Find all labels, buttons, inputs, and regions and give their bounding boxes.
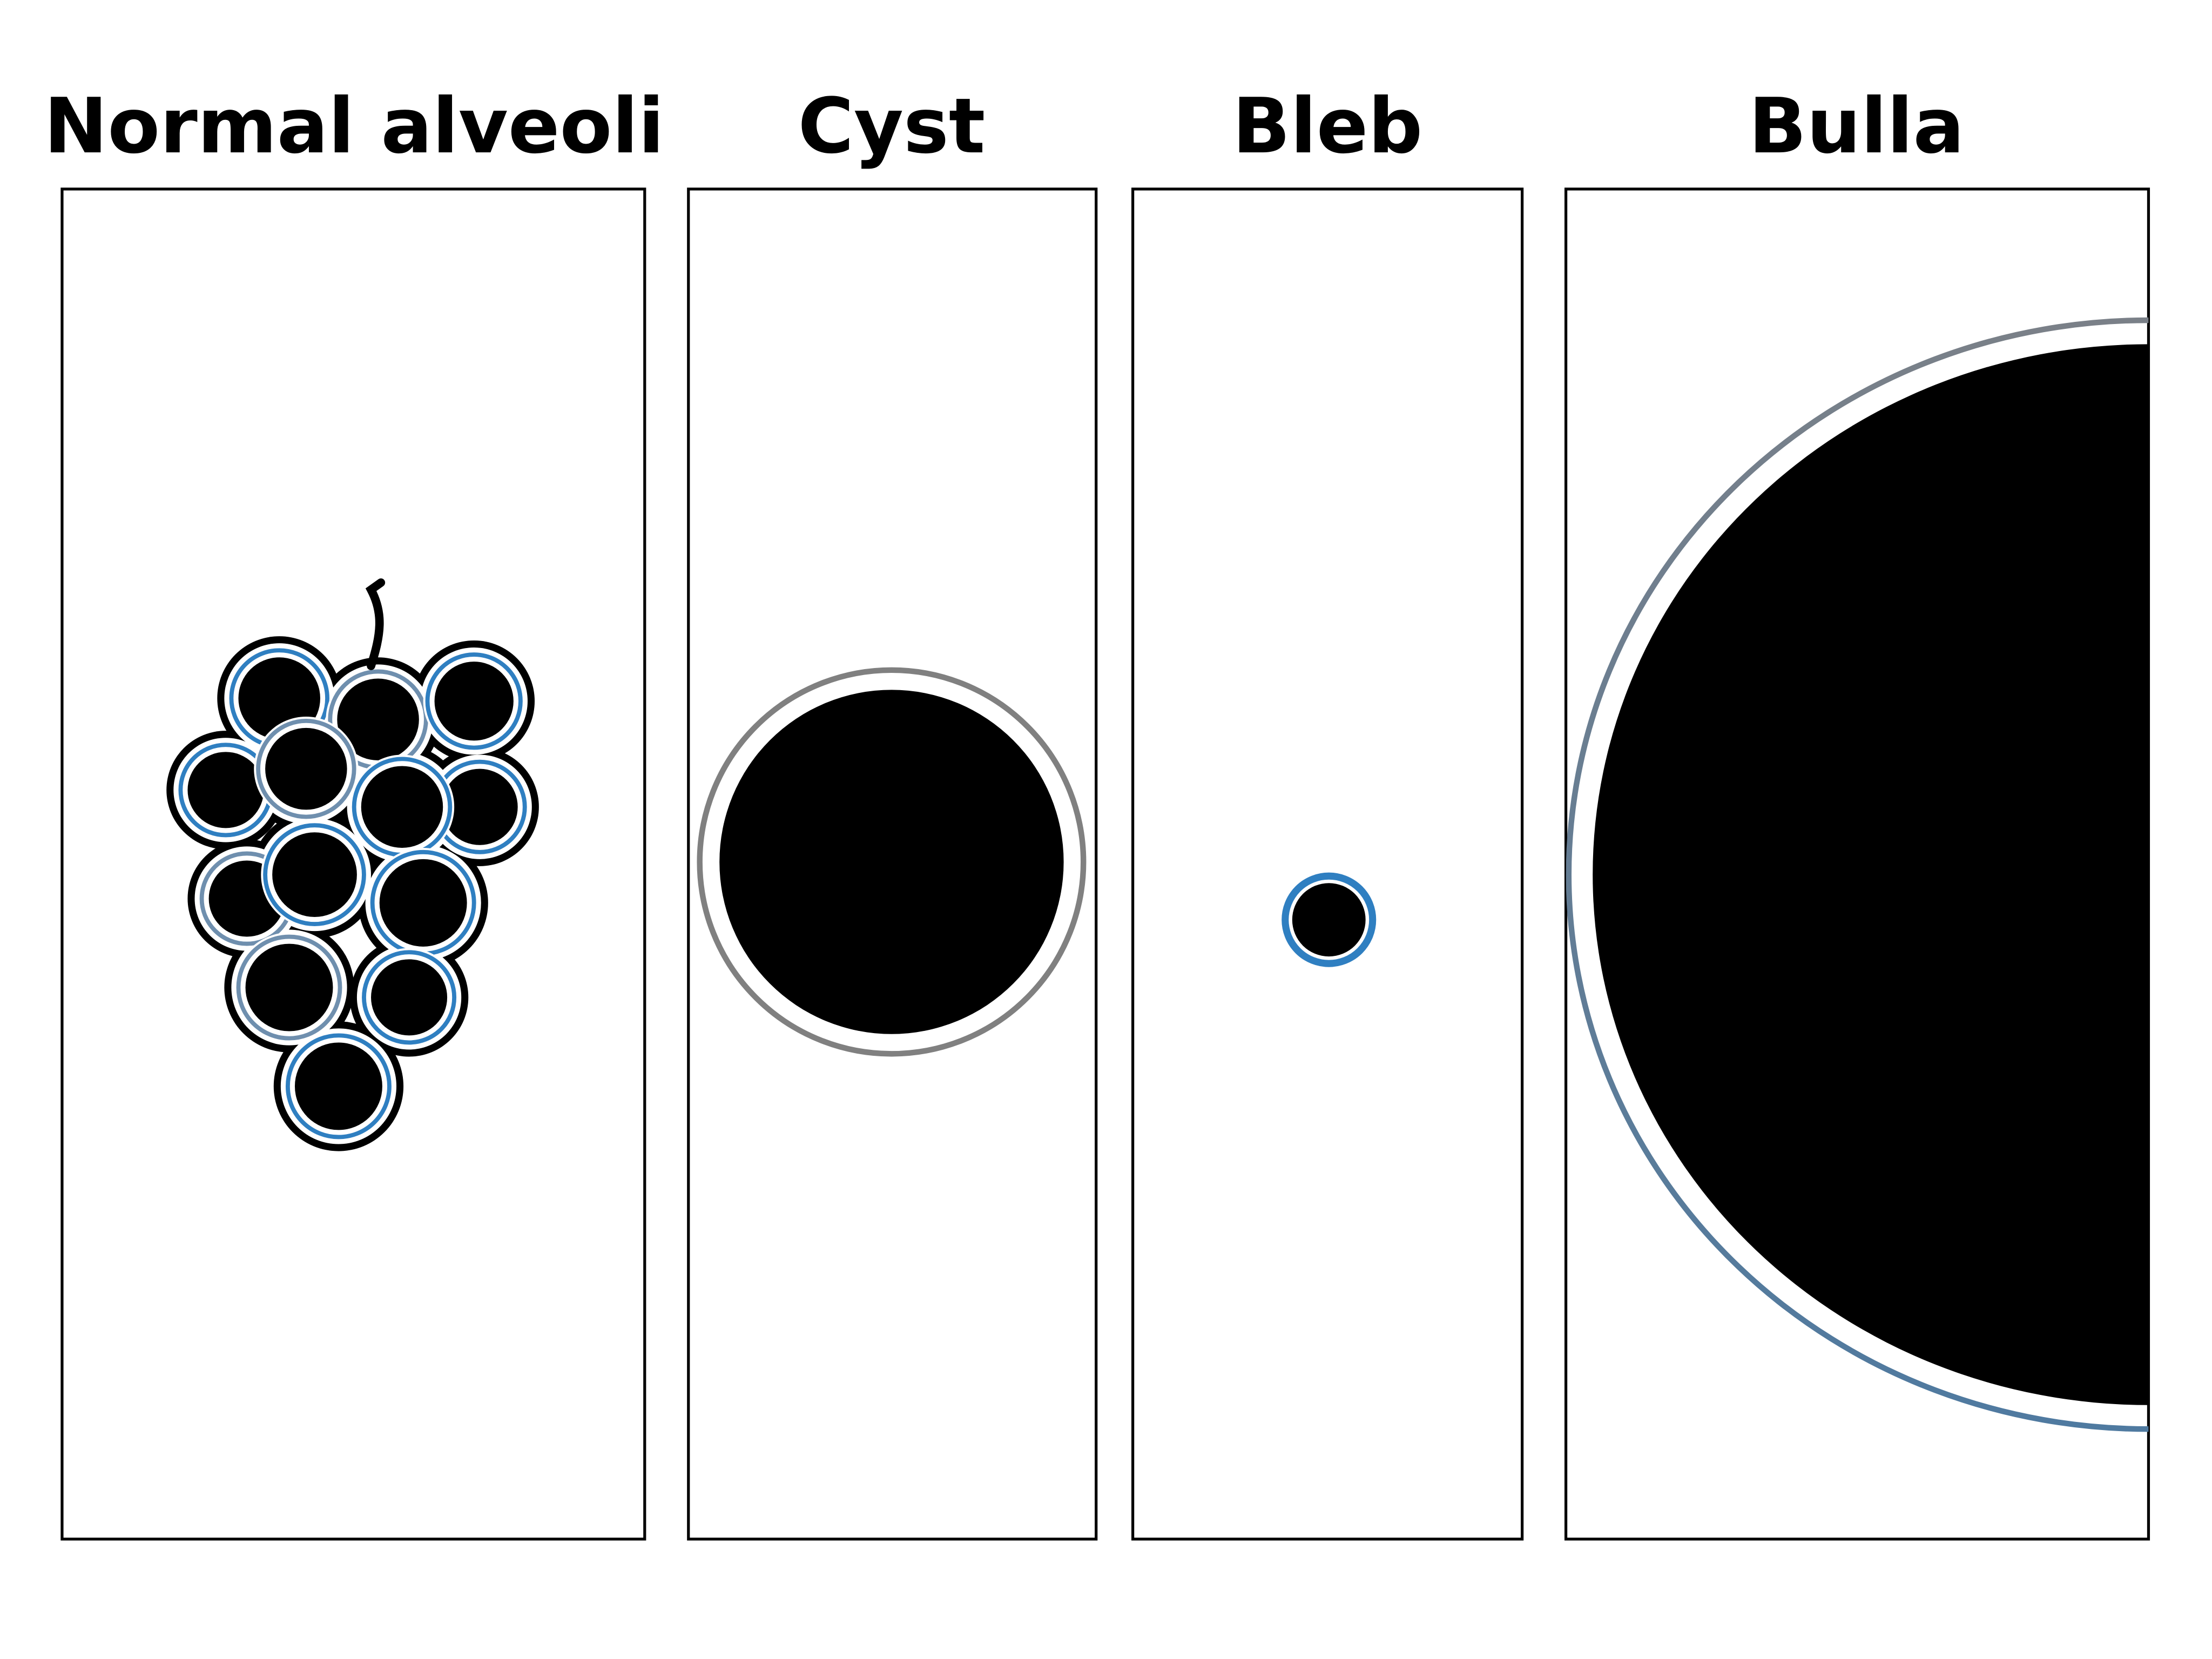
alveolus bbox=[261, 821, 368, 928]
alveolus bbox=[326, 667, 430, 772]
title-bleb: Bleb bbox=[1232, 82, 1422, 171]
cyst-space bbox=[719, 690, 1064, 1034]
alveolus bbox=[176, 740, 275, 840]
alveolus-space bbox=[245, 943, 333, 1031]
alveolus-space bbox=[379, 859, 467, 947]
alveolus-space bbox=[294, 1042, 382, 1130]
bulla bbox=[1566, 318, 2149, 1432]
alveolus-space bbox=[272, 832, 357, 917]
alveolus-space bbox=[337, 678, 419, 760]
panel-normal-alveoli bbox=[60, 187, 646, 1541]
alveolus bbox=[349, 754, 455, 859]
alveolus-space bbox=[434, 662, 514, 741]
alveolus-space bbox=[371, 959, 448, 1036]
alveolus bbox=[284, 1031, 394, 1142]
bleb bbox=[1282, 872, 1377, 967]
title-bulla: Bulla bbox=[1749, 82, 1965, 171]
alveolus bbox=[360, 948, 458, 1047]
alveolus bbox=[234, 932, 345, 1043]
alveolus-space bbox=[361, 766, 443, 848]
cyst bbox=[697, 667, 1087, 1057]
alveolus bbox=[423, 650, 525, 752]
alveolus-space bbox=[187, 752, 264, 828]
title-cyst: Cyst bbox=[798, 82, 986, 171]
cyst-wall bbox=[697, 667, 1087, 1057]
alveolus-space bbox=[441, 768, 518, 845]
alveolus bbox=[368, 847, 478, 958]
panel-bleb bbox=[1131, 187, 1524, 1541]
title-normal-alveoli: Normal alveoli bbox=[44, 82, 664, 171]
panel-cyst bbox=[687, 187, 1098, 1541]
bulla-wall bbox=[1566, 318, 2149, 1432]
alveolus bbox=[430, 757, 529, 857]
bulla-space bbox=[1593, 344, 2149, 1405]
alveolus bbox=[254, 717, 359, 821]
alveoli-cluster bbox=[166, 578, 539, 1151]
bronchiole-stem bbox=[365, 578, 386, 670]
alveolus-space bbox=[265, 727, 347, 810]
bleb-space bbox=[1292, 883, 1366, 957]
